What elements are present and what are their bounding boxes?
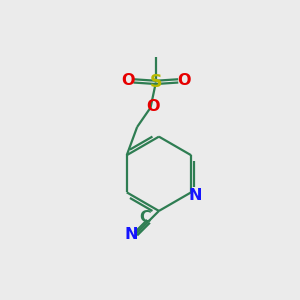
Text: O: O (121, 73, 134, 88)
Text: O: O (146, 99, 159, 114)
Text: N: N (189, 188, 202, 203)
Text: S: S (150, 74, 162, 92)
Text: N: N (124, 226, 138, 242)
Text: O: O (177, 73, 191, 88)
Text: C: C (139, 210, 151, 225)
